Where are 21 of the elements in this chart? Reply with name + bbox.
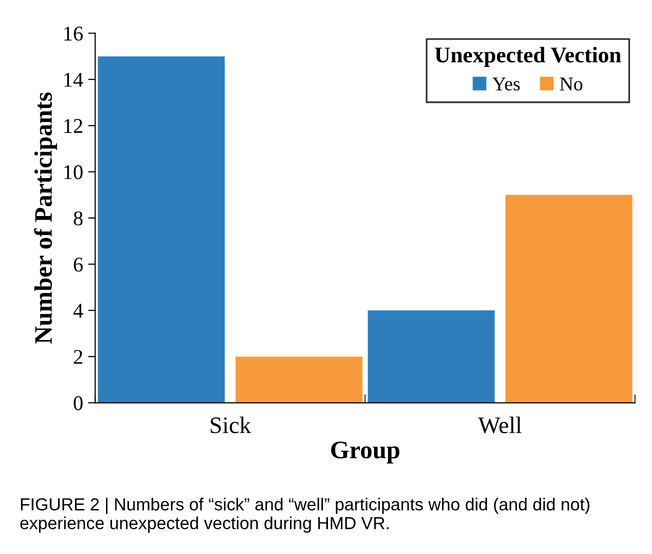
- legend-title: Unexpected Vection: [434, 46, 622, 68]
- y-tick-label: 6: [74, 258, 83, 272]
- x-axis-title: Group: [331, 442, 400, 464]
- y-tick-label: 2: [74, 350, 82, 364]
- x-tick-label: Well: [478, 416, 522, 434]
- legend-label: No: [560, 78, 582, 91]
- x-tick-label: Sick: [210, 416, 252, 434]
- bar: [505, 194, 632, 403]
- y-tick-label: 10: [64, 165, 83, 180]
- caption: FIGURE 2 | Numbers of “sick” and “well” participants who did (and did not) experience unexpected vection during HMD VR.: [20, 498, 590, 533]
- y-tick-label: 8: [74, 211, 83, 226]
- bar: [236, 356, 362, 403]
- bar: [98, 56, 225, 403]
- y-tick-label: 14: [64, 72, 84, 87]
- y-tick-label: 16: [64, 26, 83, 41]
- legend-label: Yes: [492, 78, 520, 91]
- y-tick-label: 12: [64, 119, 82, 133]
- bar: [368, 310, 495, 403]
- y-tick-label: 4: [73, 304, 84, 318]
- y-tick-label: 0: [74, 396, 83, 410]
- y-axis-title: Number of Participants: [34, 92, 57, 344]
